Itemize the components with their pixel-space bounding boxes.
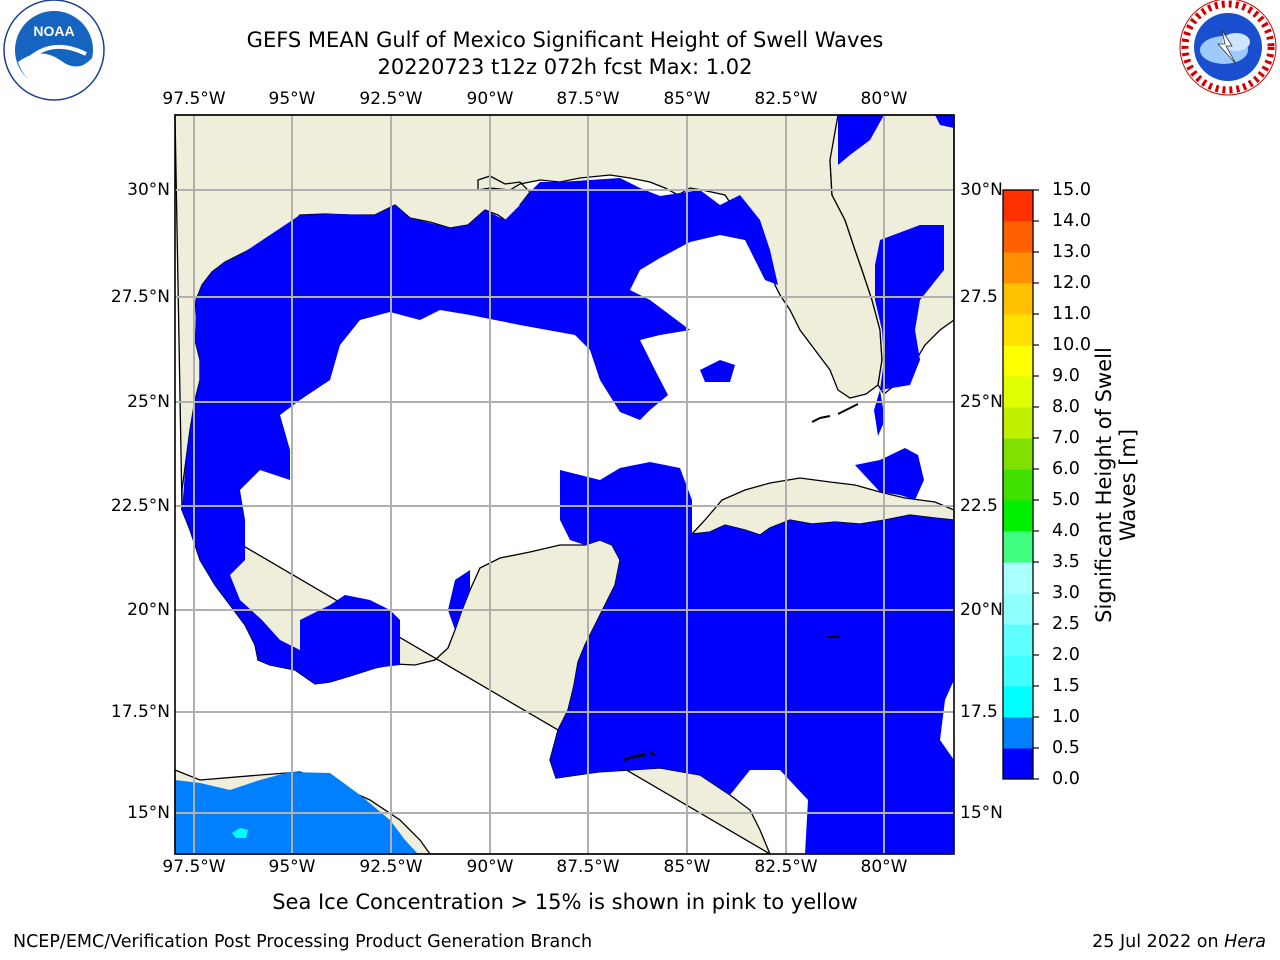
lat-label-left: 20°N (127, 600, 170, 620)
lon-label-top: 87.5°W (556, 89, 620, 109)
lat-label-left: 22.5°N (110, 496, 170, 516)
colorbar-tick-label: 1.0 (1052, 707, 1080, 727)
colorbar-tick-label: 14.0 (1052, 211, 1091, 231)
lon-label-bottom: 90°W (466, 857, 514, 877)
colorbar-swatch (1003, 407, 1033, 439)
colorbar-swatch (1003, 283, 1033, 315)
footer-date: 25 Jul 2022 on Hera (1092, 932, 1266, 952)
colorbar-swatch (1003, 593, 1033, 625)
lon-label-bottom: 92.5°W (359, 857, 423, 877)
colorbar-swatch (1003, 624, 1033, 656)
swell-field-low (182, 115, 954, 854)
colorbar-tick-label: 3.5 (1052, 552, 1080, 572)
colorbar-swatch (1003, 717, 1033, 749)
colorbar-swatch (1003, 748, 1033, 780)
colorbar-swatch (1003, 190, 1033, 222)
lat-label-left: 17.5°N (110, 702, 170, 722)
lat-label-left: 25°N (127, 392, 170, 412)
lon-label-bottom: 87.5°W (556, 857, 620, 877)
colorbar-tick-label: 4.0 (1052, 521, 1080, 541)
lon-label-top: 95°W (268, 89, 316, 109)
map-title: GEFS MEAN Gulf of Mexico Significant Hei… (246, 28, 884, 52)
lat-label-right: 27.5 (960, 287, 998, 307)
lon-label-bottom: 95°W (268, 857, 316, 877)
lat-label-right: 30°N (960, 180, 1003, 200)
colorbar-tick-label: 3.0 (1052, 583, 1080, 603)
colorbar-tick-label: 2.0 (1052, 645, 1080, 665)
lat-label-right: 17.5 (960, 702, 998, 722)
colorbar-swatch (1003, 686, 1033, 718)
colorbar-swatch (1003, 314, 1033, 346)
footer-host: Hera (1224, 932, 1266, 952)
lat-label-left: 15°N (127, 803, 170, 823)
colorbar-swatch (1003, 345, 1033, 377)
lon-label-top: 80°W (860, 89, 908, 109)
colorbar-tick-label: 13.0 (1052, 242, 1091, 262)
colorbar-swatch (1003, 469, 1033, 501)
lon-label-top: 97.5°W (162, 89, 226, 109)
colorbar (1002, 189, 1039, 780)
lat-label-right: 20°N (960, 600, 1003, 620)
lat-label-right: 25°N (960, 392, 1003, 412)
colorbar-tick-label: 9.0 (1052, 366, 1080, 386)
lon-label-bottom: 82.5°W (754, 857, 818, 877)
colorbar-swatch (1003, 562, 1033, 594)
lon-label-bottom: 85°W (663, 857, 711, 877)
colorbar-tick-label: 1.5 (1052, 676, 1080, 696)
lon-label-bottom: 97.5°W (162, 857, 226, 877)
map-area (174, 114, 955, 855)
colorbar-tick-label: 11.0 (1052, 304, 1091, 324)
colorbar-swatch (1003, 500, 1033, 532)
swell-field-high (232, 828, 248, 838)
colorbar-tick-label: 8.0 (1052, 397, 1080, 417)
footer-credit: NCEP/EMC/Verification Post Processing Pr… (13, 932, 593, 952)
lon-label-top: 82.5°W (754, 89, 818, 109)
lat-label-right: 22.5 (960, 496, 998, 516)
lat-label-left: 30°N (127, 180, 170, 200)
lon-label-top: 90°W (466, 89, 514, 109)
graticule (175, 115, 954, 854)
lon-label-bottom: 80°W (860, 857, 908, 877)
noaa-logo: NOAA (3, 0, 105, 101)
sea-ice-note: Sea Ice Concentration > 15% is shown in … (272, 890, 858, 914)
colorbar-swatch (1003, 655, 1033, 687)
map-subtitle: 20220723 t12z 072h fcst Max: 1.02 (377, 55, 753, 79)
colorbar-swatch (1003, 531, 1033, 563)
nws-logo (1179, 0, 1277, 96)
lon-label-top: 85°W (663, 89, 711, 109)
colorbar-tick-label: 10.0 (1052, 335, 1091, 355)
colorbar-tick-label: 2.5 (1052, 614, 1080, 634)
lat-label-right: 15°N (960, 803, 1003, 823)
colorbar-tick-label: 5.0 (1052, 490, 1080, 510)
colorbar-tick-label: 0.0 (1052, 769, 1080, 789)
colorbar-tick-label: 15.0 (1052, 180, 1091, 200)
colorbar-tick-label: 12.0 (1052, 273, 1091, 293)
colorbar-swatch (1003, 221, 1033, 253)
lon-label-top: 92.5°W (359, 89, 423, 109)
lat-label-left: 27.5°N (110, 287, 170, 307)
svg-text:NOAA: NOAA (33, 23, 74, 39)
colorbar-swatch (1003, 376, 1033, 408)
colorbar-swatch (1003, 438, 1033, 470)
colorbar-label: Significant Height of Swell Waves [m] (1092, 347, 1140, 623)
colorbar-swatch (1003, 252, 1033, 284)
colorbar-tick-label: 0.5 (1052, 738, 1080, 758)
colorbar-tick-label: 6.0 (1052, 459, 1080, 479)
colorbar-tick-label: 7.0 (1052, 428, 1080, 448)
